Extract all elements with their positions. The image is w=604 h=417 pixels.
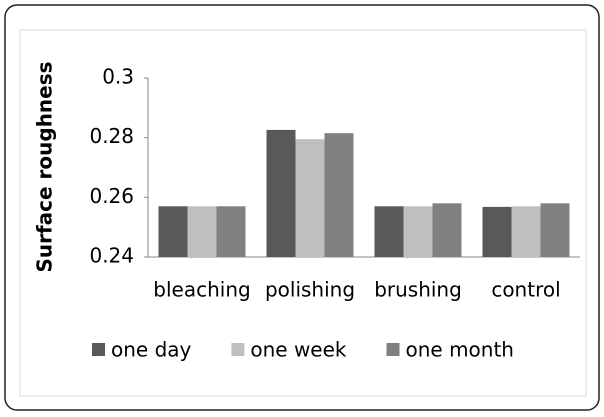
bar: [512, 206, 541, 257]
bar: [188, 206, 217, 257]
bar: [375, 206, 404, 257]
y-tick-label: 0.24: [89, 244, 134, 268]
bar: [217, 206, 246, 257]
y-tick-label: 0.28: [89, 124, 134, 148]
legend-label: one week: [250, 338, 347, 362]
legend-swatch: [92, 343, 105, 356]
x-tick-label: polishing: [265, 278, 355, 302]
bar: [404, 206, 433, 257]
y-axis-label: Surface roughness: [33, 61, 57, 272]
bar: [296, 139, 325, 257]
bar: [159, 206, 188, 257]
bar: [325, 133, 354, 257]
legend-swatch: [231, 343, 244, 356]
x-tick-label: control: [491, 278, 560, 302]
x-tick-label: brushing: [374, 278, 462, 302]
bar: [541, 203, 570, 257]
legend-label: one month: [406, 338, 515, 362]
bar: [433, 203, 462, 257]
bar: [267, 130, 296, 257]
y-tick-label: 0.26: [89, 184, 134, 208]
legend-label: one day: [111, 338, 192, 362]
bar: [483, 207, 512, 257]
chart: Surface roughness 0.24 0.26 0.28 0.3 bleachi…: [0, 0, 604, 417]
y-tick-label: 0.3: [102, 65, 134, 89]
x-tick-label: bleaching: [153, 278, 250, 302]
legend-swatch: [387, 343, 400, 356]
